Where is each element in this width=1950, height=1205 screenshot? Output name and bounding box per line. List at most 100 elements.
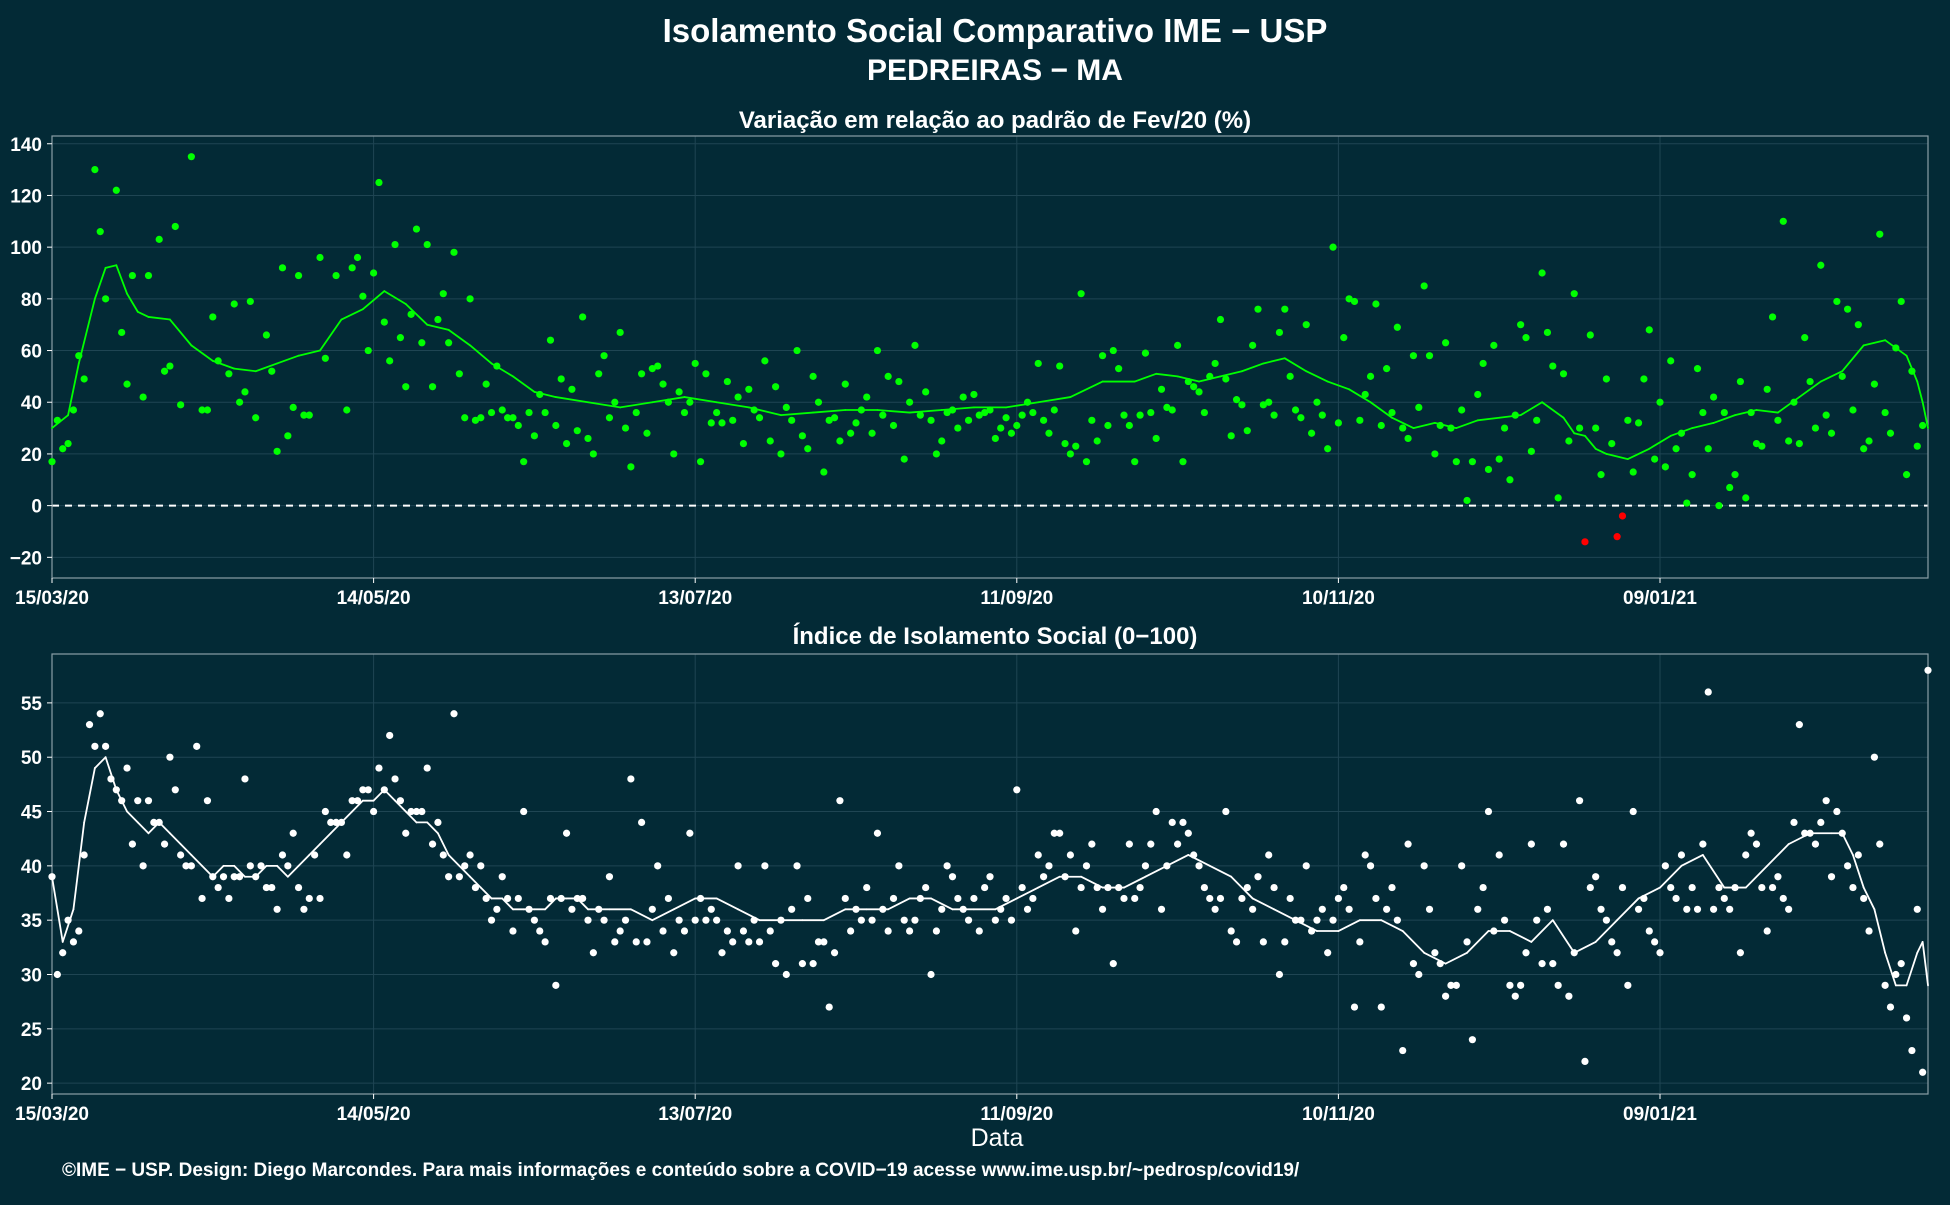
data-point [1704,445,1712,453]
data-point [530,916,539,924]
data-point [418,807,426,816]
data-point [1318,411,1326,419]
data-point [1270,411,1278,419]
moving-average-segment [254,362,279,373]
data-point [1377,421,1385,430]
moving-average-segment [1841,344,1865,373]
moving-average-segment [61,908,75,943]
data-point [1586,883,1594,892]
top-panel: −20 0 20 40 60 80 100 120 140 15/03/20 14/05/20 13/… [10,135,1929,609]
data-point [536,390,544,399]
data-point [1693,365,1702,373]
moving-average-segment [651,908,675,922]
data-point [573,427,581,435]
data-point [1093,883,1101,892]
data-point [348,264,356,272]
data-point [1785,437,1793,445]
data-point [1624,981,1632,989]
data-point [1886,429,1895,437]
data-point [1672,894,1680,903]
data-point [852,905,860,913]
data-point [241,388,249,396]
data-point [1157,905,1166,913]
y-tick-label: −20 [10,548,42,569]
moving-average-segment [233,864,246,878]
data-point [187,862,195,870]
data-point [868,429,876,437]
data-point [648,905,656,913]
moving-average-segment [1144,864,1168,878]
data-point [1500,916,1509,924]
data-point [1340,883,1348,892]
data-point [1206,894,1214,903]
data-point [1281,938,1289,946]
data-point [375,178,383,187]
moving-average-segment [93,266,107,300]
data-point [525,905,533,913]
data-point [1747,408,1755,417]
moving-average-segment [1123,875,1147,889]
data-point [1677,429,1686,437]
data-point [616,927,624,935]
data-point [300,411,308,419]
data-point [1184,377,1192,386]
data-point [1672,445,1680,453]
data-point [284,432,292,440]
data-point [691,359,699,368]
data-point [1720,408,1728,417]
data-point [1752,439,1761,448]
data-point [873,829,882,837]
data-point [1779,894,1787,903]
data-point [300,905,308,913]
data-point [487,408,496,417]
moving-average-segment [1659,864,1683,889]
data-point [1511,411,1519,419]
data-point [975,411,983,419]
data-point [1833,807,1841,816]
data-point [1034,359,1042,368]
data-point [621,424,630,432]
data-point [1919,421,1927,430]
moving-average-segment [190,854,203,867]
data-point [1157,385,1166,393]
y-tick-label: 35 [21,911,43,932]
moving-average-segment [554,396,589,404]
data-point [214,357,222,365]
data-point [1479,883,1487,892]
data-point [1774,416,1782,424]
data-point [713,408,721,417]
data-point [498,873,506,881]
data-point [1683,905,1691,913]
data-point [1468,458,1476,466]
data-point [466,295,474,303]
data-point [820,938,828,946]
moving-average-segment [876,409,911,414]
moving-average-segment [1921,941,1929,987]
data-point [402,383,410,391]
moving-average-segment [619,401,654,409]
data-point [1870,753,1878,761]
y-tick-label: 20 [21,1074,42,1095]
data-point [1377,1003,1385,1011]
data-point [879,411,887,419]
data-point [236,873,244,881]
data-point [1758,883,1766,892]
data-point [311,851,319,859]
moving-average-segment [715,897,739,911]
moving-average-segment [1873,908,1887,954]
data-point [696,894,705,903]
data-point [1431,450,1439,458]
data-point [1710,393,1718,401]
moving-average-segment [1841,832,1854,856]
data-point [1517,981,1525,989]
data-point [96,710,104,718]
moving-average-segment [715,401,750,409]
y-tick-label: 45 [21,803,43,824]
x-tick-label: 15/03/20 [15,588,89,609]
data-point [1661,862,1669,870]
data-point [1023,905,1032,913]
data-point [1908,367,1916,375]
data-point [386,731,394,740]
data-point [1442,992,1450,1000]
data-point [964,916,973,924]
